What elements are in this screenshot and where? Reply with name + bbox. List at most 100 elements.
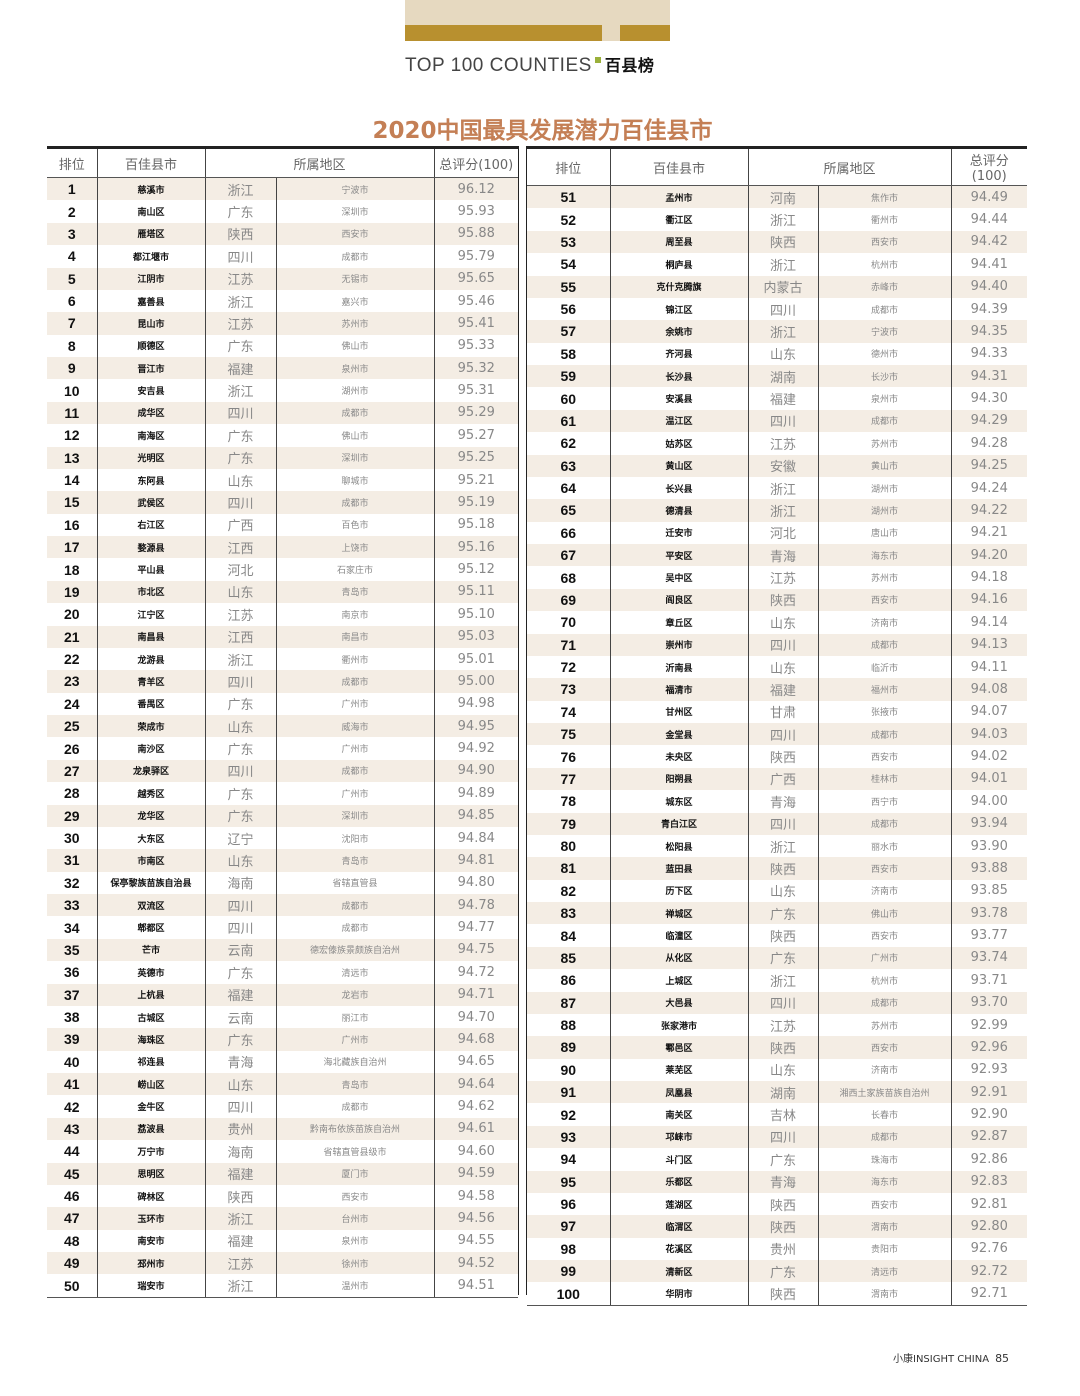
province-cell: 四川 — [204, 1095, 276, 1118]
city-cell: 珠海市 — [817, 1148, 952, 1171]
rank-cell: 18 — [63, 561, 80, 578]
table-row: 85 从化区 广东 广州市 93.74 — [527, 946, 1028, 970]
table-row: 55 克什克腾旗 内蒙古 赤峰市 94.40 — [527, 275, 1028, 298]
county-name-cell: 婺源县 — [96, 536, 205, 559]
county-name-cell: 蓝田县 — [609, 857, 748, 880]
table-row: 62 姑苏区 江苏 苏州市 94.28 — [527, 432, 1028, 455]
province-cell: 山东 — [747, 655, 818, 679]
county-name-cell: 黄山区 — [609, 454, 748, 477]
score-cell: 92.96 — [950, 1036, 1028, 1059]
city-cell: 深圳市 — [275, 200, 435, 223]
rank-cell: 79 — [527, 812, 610, 835]
city-cell: 泉州市 — [817, 387, 952, 410]
province-cell: 浙江 — [747, 476, 818, 500]
city-cell: 西宁市 — [817, 790, 952, 813]
rank-cell: 11 — [47, 401, 97, 425]
province-cell: 江苏 — [204, 267, 276, 290]
county-name-cell: 郫都区 — [96, 916, 205, 939]
county-name-cell: 未央区 — [609, 745, 748, 768]
province-cell: 广东 — [747, 946, 818, 970]
city-cell: 南昌市 — [275, 625, 435, 648]
table-row: 58 齐河县 山东 德州市 94.33 — [527, 342, 1028, 365]
table-row: 83 禅城区 广东 佛山市 93.78 — [527, 902, 1028, 925]
county-name-cell: 英德市 — [96, 961, 205, 984]
rank-cell: 20 — [63, 606, 80, 623]
table-row: 31 市南区 山东 青岛市 94.81 — [47, 849, 519, 872]
col-region: 所属地区 — [747, 146, 952, 186]
province-cell: 陕西 — [747, 230, 818, 254]
province-cell: 陕西 — [747, 1192, 818, 1216]
rank-cell: 82 — [560, 882, 577, 899]
city-cell: 西安市 — [817, 924, 952, 947]
score-cell: 93.94 — [950, 812, 1028, 835]
score-cell: 94.95 — [433, 715, 519, 738]
province-cell: 云南 — [204, 1005, 276, 1029]
table-row: 42 金牛区 四川 成都市 94.62 — [47, 1095, 519, 1118]
magazine-name: 小康INSIGHT CHINA — [893, 1354, 990, 1365]
rank-cell: 95 — [527, 1170, 610, 1193]
table-row: 90 莱芜区 山东 济南市 92.93 — [527, 1058, 1028, 1081]
rank-cell: 69 — [527, 588, 610, 612]
province-cell: 浙江 — [204, 1207, 276, 1230]
province-cell: 浙江 — [747, 969, 818, 992]
city-cell: 湖州市 — [275, 379, 435, 402]
county-name-cell: 吴中区 — [609, 566, 748, 589]
table-row: 60 安溪县 福建 泉州市 94.30 — [527, 387, 1028, 410]
province-cell: 山东 — [747, 611, 818, 634]
rank-cell: 16 — [63, 516, 80, 533]
province-cell: 福建 — [204, 1162, 276, 1185]
county-name-cell: 长沙县 — [609, 365, 748, 388]
ranking-table-left: 排位 百佳县市 所属地区 总评分(100) 1 慈溪市 浙江 宁波市 96.12 2 南山区… — [47, 146, 519, 1298]
city-cell: 西安市 — [817, 230, 952, 254]
rank-cell: 30 — [63, 830, 80, 847]
score-cell: 93.71 — [950, 969, 1028, 992]
table-row: 57 余姚市 浙江 宁波市 94.35 — [527, 320, 1028, 343]
county-name-cell: 历下区 — [609, 879, 748, 902]
table-row: 12 南海区 广东 佛山市 95.27 — [47, 424, 519, 447]
table-row: 89 鄠邑区 陕西 西安市 92.96 — [527, 1036, 1028, 1059]
city-cell: 南京市 — [275, 603, 435, 626]
table-row: 8 顺德区 广东 佛山市 95.33 — [47, 334, 519, 357]
city-cell: 广州市 — [275, 692, 435, 715]
rank-cell: 51 — [527, 185, 610, 209]
city-cell: 成都市 — [817, 723, 952, 746]
province-cell: 浙江 — [747, 253, 818, 276]
rank-cell: 10 — [63, 382, 80, 399]
city-cell: 成都市 — [275, 491, 435, 514]
province-cell: 四川 — [747, 991, 818, 1014]
county-name-cell: 禅城区 — [609, 902, 748, 925]
score-cell: 93.78 — [950, 902, 1028, 925]
province-cell: 广东 — [747, 1148, 818, 1171]
score-cell: 94.40 — [950, 275, 1028, 298]
score-cell: 94.08 — [950, 678, 1028, 701]
province-cell: 福建 — [747, 387, 818, 410]
city-cell: 苏州市 — [817, 566, 952, 589]
province-cell: 陕西 — [747, 1215, 818, 1238]
rank-cell: 58 — [560, 345, 577, 362]
province-cell: 河北 — [204, 558, 276, 581]
banner-bar-small — [620, 25, 670, 41]
province-cell: 青海 — [747, 790, 818, 813]
province-cell: 福建 — [204, 357, 276, 380]
score-cell: 95.31 — [433, 379, 519, 402]
province-cell: 青海 — [747, 1170, 818, 1193]
rank-cell: 67 — [527, 544, 610, 567]
province-cell: 浙江 — [204, 379, 276, 402]
score-cell: 95.03 — [433, 625, 519, 648]
col-name: 百佳县市 — [96, 146, 205, 178]
county-name-cell: 长兴县 — [609, 476, 748, 500]
table-row: 76 未央区 陕西 西安市 94.02 — [527, 745, 1028, 768]
province-cell: 陕西 — [747, 857, 818, 880]
score-cell: 94.61 — [433, 1117, 519, 1141]
city-cell: 德宏傣族景颇族自治州 — [275, 938, 435, 962]
province-cell: 浙江 — [204, 177, 276, 201]
rank-cell: 88 — [560, 1017, 577, 1034]
city-cell: 福州市 — [817, 678, 952, 701]
city-cell: 佛山市 — [275, 334, 435, 357]
county-name-cell: 江阴市 — [96, 267, 205, 290]
county-name-cell: 临渭区 — [609, 1215, 748, 1238]
table-row: 78 城东区 青海 西宁市 94.00 — [527, 790, 1028, 813]
city-cell: 衢州市 — [817, 208, 952, 231]
table-row: 81 蓝田县 陕西 西安市 93.88 — [527, 857, 1028, 880]
county-name-cell: 越秀区 — [96, 782, 205, 805]
